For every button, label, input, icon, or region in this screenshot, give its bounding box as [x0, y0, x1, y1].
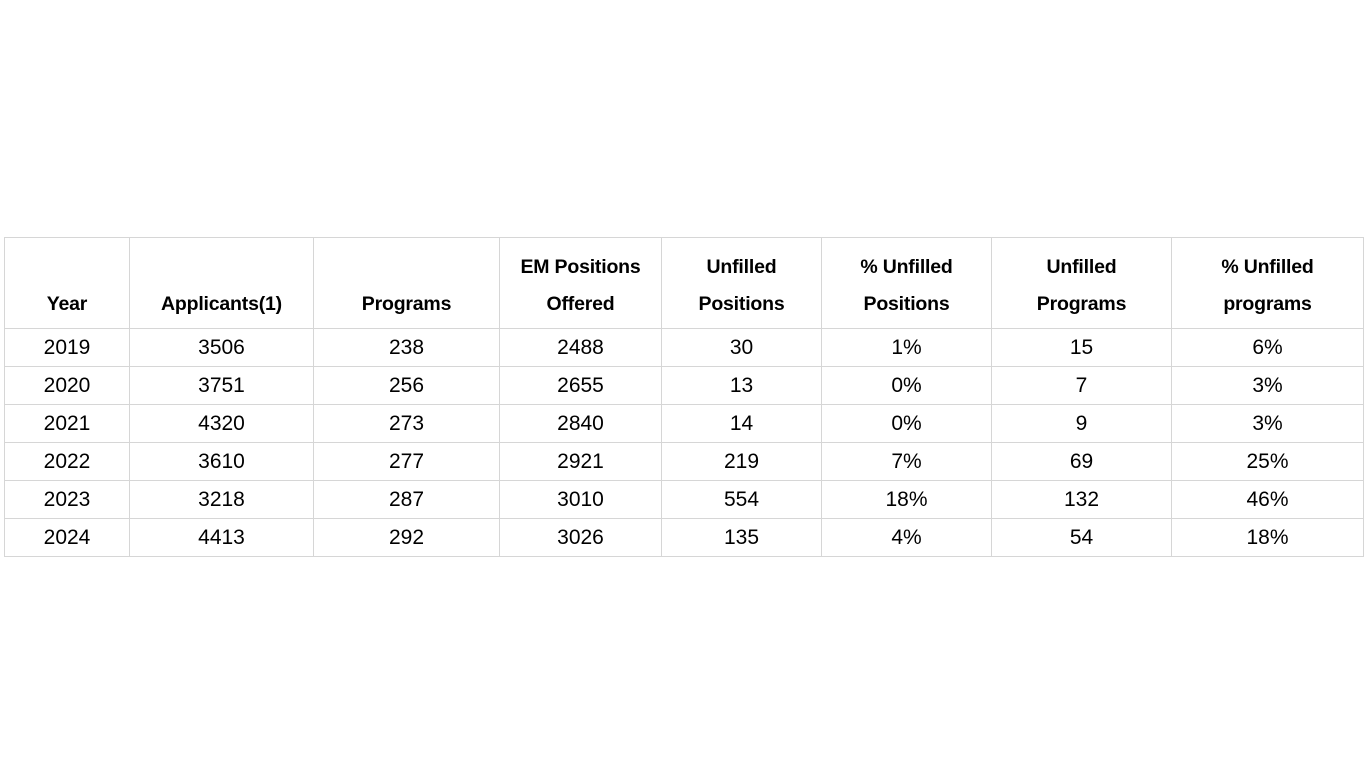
cell-unfilled-programs: 69	[991, 442, 1172, 481]
cell-applicants: 3506	[129, 328, 314, 367]
column-header-em-positions-offered: EM Positions Offered	[499, 237, 662, 329]
column-header-applicants: Applicants(1)	[129, 237, 314, 329]
cell-pct-unfilled-positions: 0%	[821, 366, 992, 405]
cell-applicants: 3610	[129, 442, 314, 481]
em-match-statistics-table: Year Applicants(1) Programs EM Positions…	[4, 237, 1364, 557]
table-row-2024: 2024 4413 292 3026 135 4% 54 18%	[4, 518, 1364, 557]
cell-unfilled-positions: 219	[661, 442, 822, 481]
cell-em-positions-offered: 2655	[499, 366, 662, 405]
cell-unfilled-positions: 30	[661, 328, 822, 367]
column-header-pct-unfilled-programs: % Unfilled programs	[1171, 237, 1364, 329]
cell-unfilled-positions: 13	[661, 366, 822, 405]
cell-pct-unfilled-programs: 25%	[1171, 442, 1364, 481]
cell-unfilled-positions: 554	[661, 480, 822, 519]
cell-em-positions-offered: 2921	[499, 442, 662, 481]
cell-year: 2023	[4, 480, 130, 519]
cell-pct-unfilled-programs: 3%	[1171, 404, 1364, 443]
cell-pct-unfilled-programs: 46%	[1171, 480, 1364, 519]
column-header-pct-unfilled-positions: % Unfilled Positions	[821, 237, 992, 329]
cell-em-positions-offered: 2840	[499, 404, 662, 443]
cell-unfilled-programs: 7	[991, 366, 1172, 405]
column-header-unfilled-positions: Unfilled Positions	[661, 237, 822, 329]
cell-em-positions-offered: 3026	[499, 518, 662, 557]
cell-unfilled-programs: 54	[991, 518, 1172, 557]
cell-em-positions-offered: 2488	[499, 328, 662, 367]
cell-year: 2019	[4, 328, 130, 367]
cell-unfilled-programs: 132	[991, 480, 1172, 519]
cell-applicants: 4413	[129, 518, 314, 557]
cell-pct-unfilled-programs: 3%	[1171, 366, 1364, 405]
table-row-2022: 2022 3610 277 2921 219 7% 69 25%	[4, 442, 1364, 481]
cell-programs: 292	[313, 518, 500, 557]
cell-programs: 256	[313, 366, 500, 405]
table-row-2020: 2020 3751 256 2655 13 0% 7 3%	[4, 366, 1364, 405]
cell-em-positions-offered: 3010	[499, 480, 662, 519]
cell-unfilled-positions: 14	[661, 404, 822, 443]
cell-year: 2020	[4, 366, 130, 405]
cell-unfilled-programs: 15	[991, 328, 1172, 367]
column-header-year: Year	[4, 237, 130, 329]
cell-pct-unfilled-positions: 1%	[821, 328, 992, 367]
cell-pct-unfilled-positions: 7%	[821, 442, 992, 481]
cell-programs: 238	[313, 328, 500, 367]
cell-pct-unfilled-programs: 6%	[1171, 328, 1364, 367]
cell-pct-unfilled-programs: 18%	[1171, 518, 1364, 557]
cell-applicants: 3218	[129, 480, 314, 519]
cell-applicants: 3751	[129, 366, 314, 405]
column-header-unfilled-programs: Unfilled Programs	[991, 237, 1172, 329]
cell-programs: 277	[313, 442, 500, 481]
table-row-2021: 2021 4320 273 2840 14 0% 9 3%	[4, 404, 1364, 443]
table-row-2023: 2023 3218 287 3010 554 18% 132 46%	[4, 480, 1364, 519]
cell-year: 2021	[4, 404, 130, 443]
cell-unfilled-programs: 9	[991, 404, 1172, 443]
column-header-programs: Programs	[313, 237, 500, 329]
cell-pct-unfilled-positions: 18%	[821, 480, 992, 519]
cell-year: 2022	[4, 442, 130, 481]
cell-pct-unfilled-positions: 4%	[821, 518, 992, 557]
cell-applicants: 4320	[129, 404, 314, 443]
cell-programs: 287	[313, 480, 500, 519]
cell-unfilled-positions: 135	[661, 518, 822, 557]
cell-year: 2024	[4, 518, 130, 557]
cell-pct-unfilled-positions: 0%	[821, 404, 992, 443]
header-row: Year Applicants(1) Programs EM Positions…	[4, 237, 1364, 329]
cell-programs: 273	[313, 404, 500, 443]
table-row-2019: 2019 3506 238 2488 30 1% 15 6%	[4, 328, 1364, 367]
